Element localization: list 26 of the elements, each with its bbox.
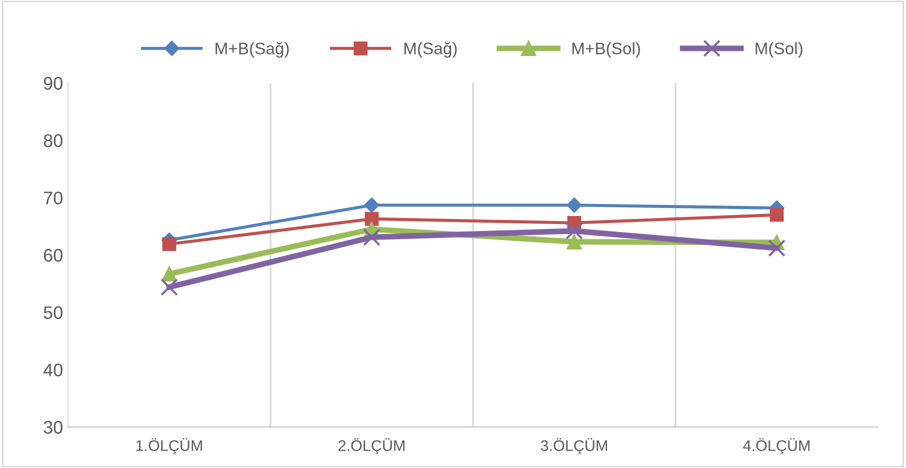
point xyxy=(364,198,380,213)
y-tick-label: 70 xyxy=(44,192,62,204)
legend-label: M+B(Sağ) xyxy=(216,42,289,58)
point xyxy=(566,234,582,250)
x-tick-label: 4.ÖLÇÜM xyxy=(743,438,810,454)
point xyxy=(770,208,784,222)
y-tick-label: 40 xyxy=(43,364,62,376)
point xyxy=(162,237,176,252)
legend-label: M(Sol) xyxy=(756,42,802,58)
point xyxy=(160,278,178,296)
x-tick-label: 1.ÖLÇÜM xyxy=(136,438,202,454)
point xyxy=(364,212,379,226)
point xyxy=(768,239,786,257)
legend-label: M(Sağ) xyxy=(404,42,457,58)
y-tick-label: 60 xyxy=(44,248,62,262)
point xyxy=(566,198,582,213)
y-tick-label: 90 xyxy=(44,76,62,90)
y-tick-label: 80 xyxy=(44,134,62,148)
y-tick-label: 50 xyxy=(44,306,62,320)
point xyxy=(566,222,583,240)
point xyxy=(162,266,177,282)
point xyxy=(363,228,380,246)
x-tick-label: 2.ÖLÇÜM xyxy=(338,438,404,454)
y-tick-label: 30 xyxy=(44,420,62,434)
x-tick-label: 3.ÖLÇÜM xyxy=(540,438,607,454)
legend-label: M+B(Sol) xyxy=(572,42,640,58)
